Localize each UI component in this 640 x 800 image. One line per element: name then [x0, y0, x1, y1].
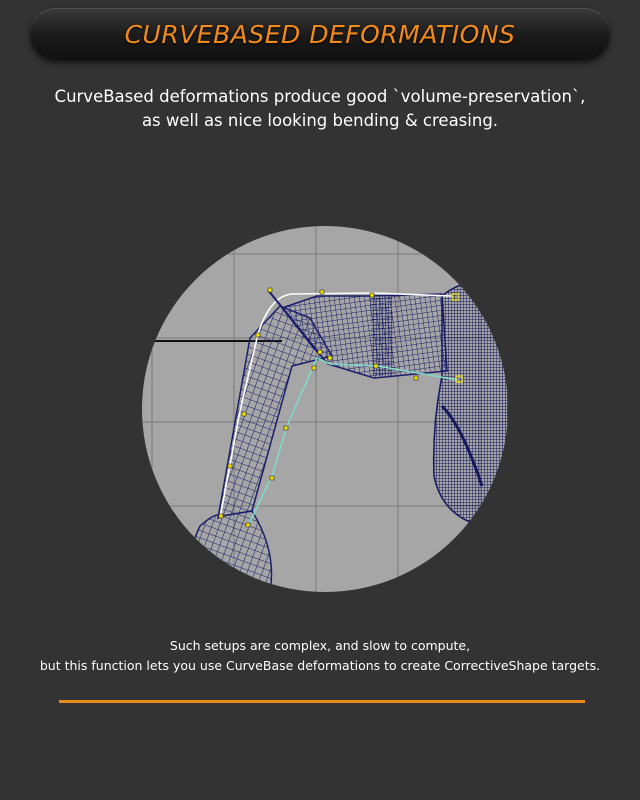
viewport-preview — [142, 226, 508, 592]
intro-text: CurveBased deformations produce good `vo… — [20, 85, 620, 133]
intro-line-1: CurveBased deformations produce good `vo… — [54, 87, 586, 106]
outro-line-1: Such setups are complex, and slow to com… — [169, 638, 471, 653]
wireframe-arm-image — [142, 226, 508, 592]
intro-line-2: as well as nice looking bending & creasi… — [141, 111, 499, 130]
orange-divider — [59, 700, 585, 703]
title-banner: CURVEBASED DEFORMATIONS — [30, 8, 610, 60]
page-title: CURVEBASED DEFORMATIONS — [124, 19, 516, 49]
torso-mesh — [432, 282, 508, 527]
outro-text: Such setups are complex, and slow to com… — [10, 636, 630, 676]
outro-line-2: but this function lets you use CurveBase… — [39, 658, 601, 673]
